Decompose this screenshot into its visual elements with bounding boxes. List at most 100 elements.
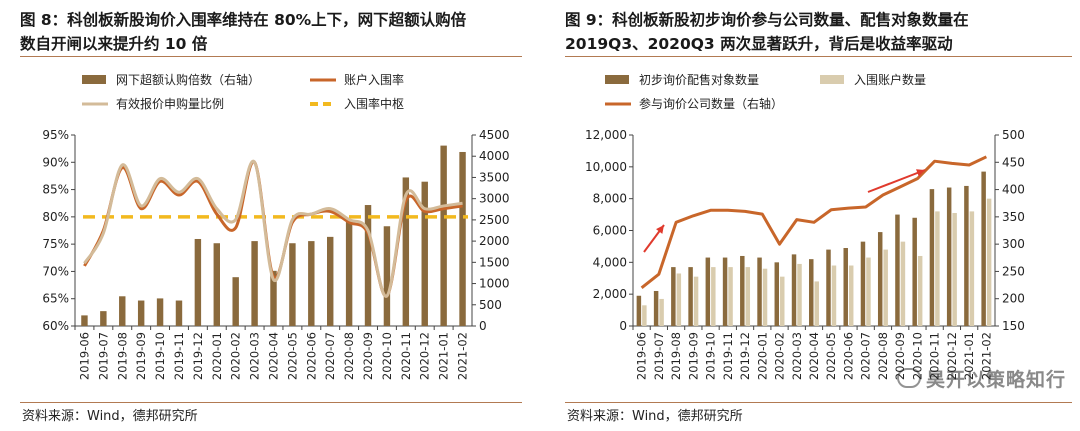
y-left-tick-label: 70% xyxy=(42,264,69,278)
legend-subscription-multiple-label: 网下超额认购倍数（右轴） xyxy=(116,72,260,87)
legend-account-rate-label: 账户入围率 xyxy=(344,72,404,87)
bar-shortlisted-accounts xyxy=(745,267,751,326)
x-tick-label: 2019-11 xyxy=(172,332,186,380)
y-left-tick-label: 8,000 xyxy=(593,192,627,206)
bar-placement-objects xyxy=(740,255,745,326)
arrow-2019Q3-head xyxy=(656,225,664,234)
y-right-tick-label: 1000 xyxy=(479,277,510,291)
x-tick-label: 2020-12 xyxy=(945,332,959,380)
chart-title-right: 图 9：科创板新股初步询价参与公司数量、配售对象数量在 2019Q3、2020Q… xyxy=(565,8,1065,56)
line-valid-ratio xyxy=(83,159,463,298)
bar-placement-objects xyxy=(895,214,900,326)
bar-subscription-multiple xyxy=(327,236,334,326)
x-tick-label: 2020-11 xyxy=(928,332,942,380)
watermark: 昊开以策略知行 xyxy=(896,365,1066,392)
bar-shortlisted-accounts xyxy=(762,268,768,326)
x-tick-label: 2021-01 xyxy=(437,332,451,380)
bar-subscription-multiple xyxy=(459,151,466,326)
chart-title-left: 图 8：科创板新股询价入围率维持在 80%上下，网下超额认购倍 数自开闸以来提升… xyxy=(20,8,520,56)
watermark-text: 昊开以策略知行 xyxy=(925,369,1066,391)
legend-subscription-multiple-swatch xyxy=(82,75,106,84)
bar-subscription-multiple xyxy=(81,315,88,326)
x-tick-label: 2020-08 xyxy=(342,332,356,380)
y-left-tick-label: 90% xyxy=(42,155,69,169)
bar-subscription-multiple xyxy=(308,241,315,326)
x-tick-label: 2020-04 xyxy=(267,332,281,380)
x-tick-label: 2019-12 xyxy=(738,332,752,380)
y-right-tick-label: 4000 xyxy=(479,149,510,163)
bar-placement-objects xyxy=(774,262,780,326)
y-right-tick-label: 0 xyxy=(479,319,487,333)
x-tick-label: 2020-06 xyxy=(304,332,318,380)
bar-shortlisted-accounts xyxy=(866,257,871,326)
bar-shortlisted-accounts xyxy=(917,255,923,326)
y-left-tick-label: 0 xyxy=(619,319,627,333)
x-tick-label: 2020-10 xyxy=(380,332,394,380)
title-line-2: 数自开闸以来提升约 10 倍 xyxy=(20,35,208,53)
bar-placement-objects xyxy=(877,232,883,326)
bar-shortlisted-accounts xyxy=(728,267,733,326)
bar-placement-objects xyxy=(636,295,642,326)
x-tick-label: 2020-08 xyxy=(876,332,890,380)
y-left-tick-label: 65% xyxy=(42,292,69,306)
x-tick-label: 2019-10 xyxy=(153,332,167,380)
y-left-tick-label: 60% xyxy=(42,319,69,333)
bar-subscription-multiple xyxy=(345,219,353,326)
x-tick-label: 2020-01 xyxy=(755,332,769,380)
bar-subscription-multiple xyxy=(137,300,145,326)
chart-panel-right: 图 9：科创板新股初步询价参与公司数量、配售对象数量在 2019Q3、2020Q… xyxy=(545,0,1080,431)
bar-placement-objects xyxy=(981,171,986,326)
bar-subscription-multiple xyxy=(194,238,202,326)
bar-placement-objects xyxy=(653,290,659,326)
x-tick-label: 2020-07 xyxy=(859,332,873,380)
source-note-right: 资料来源：Wind，德邦研究所 xyxy=(567,409,743,424)
bar-subscription-multiple xyxy=(440,145,447,326)
x-tick-label: 2020-09 xyxy=(361,332,375,380)
x-tick-label: 2020-11 xyxy=(399,332,413,380)
chart-left-svg: 95% 90% 85% 80% 75% 70% 65% 60% 4500 4000 3500 3000… xyxy=(42,72,510,380)
source-divider xyxy=(20,402,522,403)
x-tick-label: 2020-05 xyxy=(285,332,299,380)
x-tick-label: 2019-07 xyxy=(652,332,666,380)
bar-placement-objects xyxy=(809,259,814,326)
bar-placement-objects xyxy=(929,189,935,326)
y-right-tick-label: 3000 xyxy=(479,192,510,206)
x-tick-label: 2020-05 xyxy=(824,332,838,380)
bar-shortlisted-accounts xyxy=(952,212,957,326)
bar-shortlisted-accounts xyxy=(848,265,854,326)
x-tick-label: 2020-07 xyxy=(323,332,337,380)
source-note-left: 资料来源：Wind，德邦研究所 xyxy=(22,409,198,424)
chart-panel-left: 图 8：科创板新股询价入围率维持在 80%上下，网下超额认购倍 数自开闸以来提升… xyxy=(0,0,530,431)
x-tick-label: 2020-03 xyxy=(248,332,262,380)
bar-shortlisted-accounts xyxy=(797,263,802,326)
x-tick-label: 2020-02 xyxy=(229,332,243,380)
y-left-tick-label: 75% xyxy=(42,237,69,251)
bar-shortlisted-accounts xyxy=(831,265,837,326)
y-left-tick-label: 6,000 xyxy=(593,224,627,238)
legend-placement-objects-label: 初步询价配售对象数量 xyxy=(639,72,759,87)
bar-subscription-multiple xyxy=(402,177,410,326)
y-left-tick-label: 85% xyxy=(42,183,69,197)
bar-placement-objects xyxy=(843,248,848,326)
x-tick-label: 2019-06 xyxy=(635,332,649,380)
bar-shortlisted-accounts xyxy=(883,249,888,326)
bar-subscription-multiple xyxy=(213,243,220,326)
legend-shortlisted-accounts-swatch xyxy=(820,75,844,84)
bar-shortlisted-accounts xyxy=(642,305,647,326)
wechat-icon xyxy=(896,368,921,388)
title-line-2: 2019Q3、2020Q3 两次显著跃升，背后是收益率驱动 xyxy=(565,35,953,53)
legend-participating-companies-label: 参与询价公司数量（右轴） xyxy=(639,96,783,111)
x-tick-label: 2020-12 xyxy=(418,332,432,380)
bar-subscription-multiple xyxy=(383,226,391,326)
x-tick-label: 2021-02 xyxy=(979,332,993,380)
x-tick-label: 2019-08 xyxy=(115,332,129,380)
x-tick-label: 2020-04 xyxy=(807,332,821,380)
bar-subscription-multiple xyxy=(270,270,277,326)
x-tick-label: 2019-08 xyxy=(669,332,683,380)
y-right-tick-label: 450 xyxy=(1002,155,1025,169)
arrow-2020Q3-head xyxy=(916,169,925,177)
bar-shortlisted-accounts xyxy=(935,211,940,326)
y-right-tick-label: 4500 xyxy=(479,128,510,142)
bar-shortlisted-accounts xyxy=(986,198,992,326)
y-right-tick-label: 500 xyxy=(479,298,502,312)
